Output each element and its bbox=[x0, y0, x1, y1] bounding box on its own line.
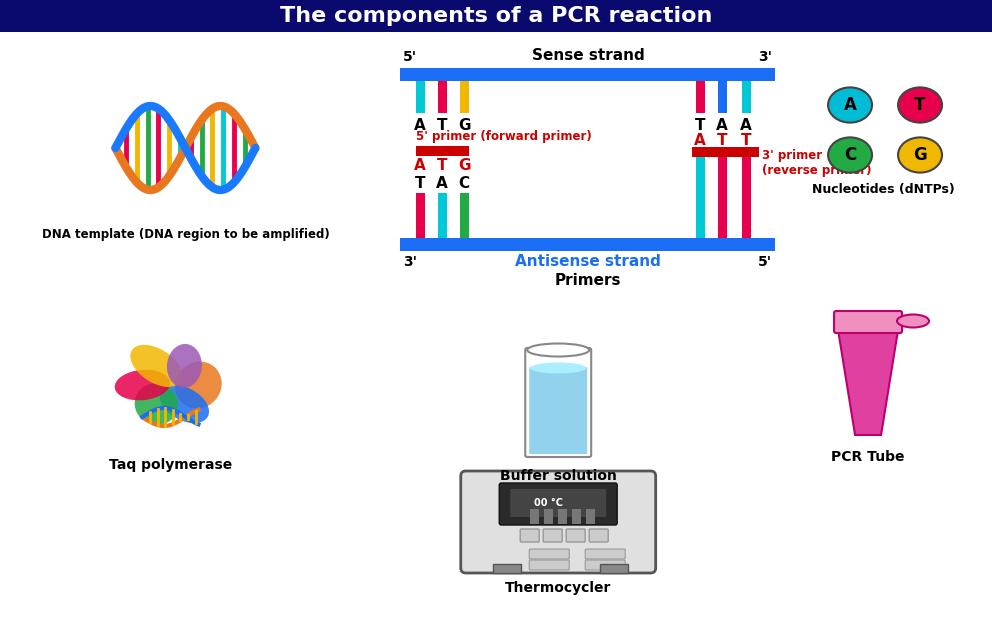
Text: T: T bbox=[741, 133, 751, 148]
FancyBboxPatch shape bbox=[525, 348, 591, 457]
Ellipse shape bbox=[828, 138, 872, 173]
Bar bbox=[459, 193, 469, 238]
Ellipse shape bbox=[160, 385, 209, 423]
Polygon shape bbox=[838, 330, 898, 435]
Bar bbox=[459, 81, 469, 113]
Text: 3' primer
(reverse primer): 3' primer (reverse primer) bbox=[762, 149, 872, 177]
Ellipse shape bbox=[130, 345, 183, 387]
Text: 00 °C: 00 °C bbox=[534, 498, 562, 508]
Text: T: T bbox=[695, 118, 705, 133]
Bar bbox=[586, 509, 595, 524]
Ellipse shape bbox=[898, 138, 942, 173]
Text: T: T bbox=[717, 133, 727, 148]
Bar bbox=[416, 193, 425, 238]
Text: A: A bbox=[415, 158, 427, 173]
Ellipse shape bbox=[531, 362, 586, 374]
FancyBboxPatch shape bbox=[520, 529, 540, 542]
Text: G: G bbox=[914, 146, 927, 164]
Text: C: C bbox=[458, 176, 470, 191]
Bar bbox=[742, 81, 751, 113]
Bar bbox=[695, 157, 704, 238]
Text: Antisense strand: Antisense strand bbox=[515, 254, 661, 269]
Text: Taq polymerase: Taq polymerase bbox=[109, 458, 232, 472]
Bar bbox=[742, 210, 751, 238]
FancyBboxPatch shape bbox=[1, 0, 992, 32]
Ellipse shape bbox=[176, 362, 221, 408]
Bar bbox=[717, 210, 726, 238]
Text: A: A bbox=[694, 133, 706, 148]
Text: A: A bbox=[716, 118, 728, 133]
Ellipse shape bbox=[527, 343, 589, 357]
Text: T: T bbox=[437, 118, 447, 133]
Text: T: T bbox=[415, 176, 426, 191]
Bar bbox=[493, 564, 521, 573]
Ellipse shape bbox=[898, 88, 942, 122]
Bar bbox=[437, 81, 446, 113]
Text: G: G bbox=[458, 158, 470, 173]
Text: The components of a PCR reaction: The components of a PCR reaction bbox=[280, 6, 712, 26]
Bar bbox=[695, 81, 704, 113]
Text: Primers: Primers bbox=[555, 273, 621, 288]
Text: 5' primer (forward primer): 5' primer (forward primer) bbox=[417, 130, 592, 143]
FancyBboxPatch shape bbox=[585, 549, 625, 559]
FancyBboxPatch shape bbox=[510, 489, 606, 517]
Ellipse shape bbox=[828, 88, 872, 122]
Bar bbox=[717, 157, 726, 238]
Bar bbox=[695, 210, 704, 238]
Text: Buffer solution: Buffer solution bbox=[500, 469, 617, 483]
FancyBboxPatch shape bbox=[834, 311, 902, 333]
FancyBboxPatch shape bbox=[566, 529, 585, 542]
Text: G: G bbox=[458, 118, 470, 133]
FancyBboxPatch shape bbox=[585, 560, 625, 570]
Text: T: T bbox=[437, 158, 447, 173]
Bar bbox=[531, 509, 540, 524]
Text: Nucleotides (dNTPs): Nucleotides (dNTPs) bbox=[811, 183, 954, 196]
Text: Thermocycler: Thermocycler bbox=[505, 581, 611, 595]
Bar bbox=[558, 509, 567, 524]
Text: A: A bbox=[740, 118, 752, 133]
FancyBboxPatch shape bbox=[460, 471, 656, 573]
FancyBboxPatch shape bbox=[544, 529, 562, 542]
Bar bbox=[416, 146, 469, 156]
Bar bbox=[401, 68, 775, 81]
Bar bbox=[717, 81, 726, 113]
FancyBboxPatch shape bbox=[530, 367, 587, 454]
FancyBboxPatch shape bbox=[530, 549, 569, 559]
FancyBboxPatch shape bbox=[499, 483, 617, 525]
Bar bbox=[545, 509, 554, 524]
Text: A: A bbox=[436, 176, 448, 191]
Text: A: A bbox=[843, 96, 856, 114]
Text: PCR Tube: PCR Tube bbox=[831, 450, 905, 464]
Text: 5': 5' bbox=[404, 50, 418, 64]
Bar bbox=[742, 157, 751, 238]
Text: Sense strand: Sense strand bbox=[532, 48, 645, 63]
Text: T: T bbox=[915, 96, 926, 114]
Ellipse shape bbox=[115, 370, 170, 400]
Bar bbox=[416, 81, 425, 113]
Ellipse shape bbox=[897, 314, 930, 327]
Text: 3': 3' bbox=[758, 50, 772, 64]
Bar bbox=[600, 564, 628, 573]
Bar bbox=[692, 147, 759, 157]
Bar bbox=[572, 509, 581, 524]
Text: C: C bbox=[844, 146, 856, 164]
Bar bbox=[437, 193, 446, 238]
Ellipse shape bbox=[167, 344, 201, 388]
Text: 3': 3' bbox=[404, 255, 418, 269]
FancyBboxPatch shape bbox=[530, 560, 569, 570]
FancyBboxPatch shape bbox=[589, 529, 608, 542]
Ellipse shape bbox=[135, 383, 179, 425]
Bar bbox=[401, 238, 775, 251]
Text: A: A bbox=[415, 118, 427, 133]
Text: 5': 5' bbox=[758, 255, 772, 269]
Text: DNA template (DNA region to be amplified): DNA template (DNA region to be amplified… bbox=[42, 228, 329, 241]
